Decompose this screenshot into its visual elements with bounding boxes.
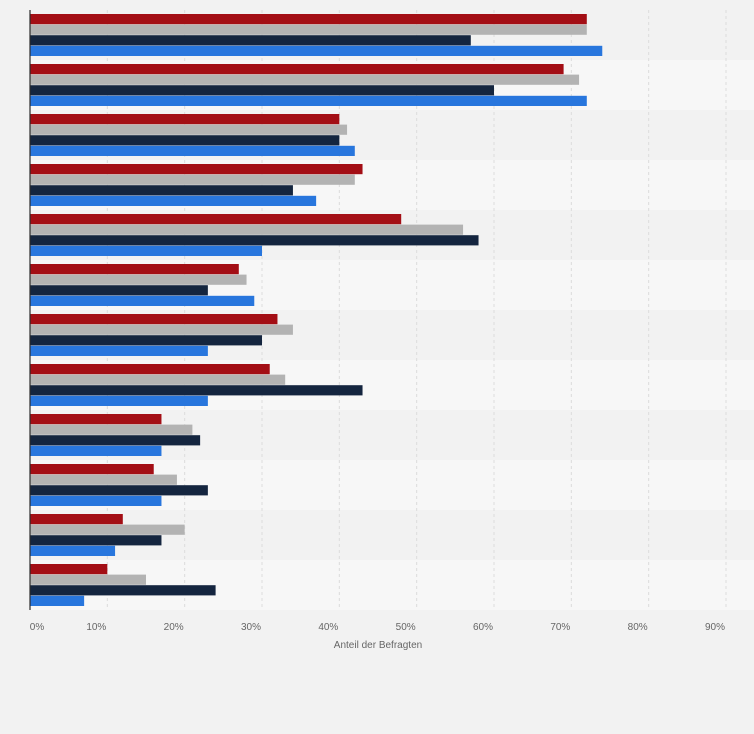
x-tick-label: 0% — [30, 622, 45, 633]
bar — [30, 24, 587, 35]
x-tick-label: 10% — [86, 622, 106, 633]
bar — [30, 435, 201, 446]
bar — [30, 335, 262, 346]
bar — [30, 585, 216, 596]
bar — [30, 295, 255, 306]
bar — [30, 224, 464, 235]
bar — [30, 35, 471, 46]
bar — [30, 174, 355, 185]
bar — [30, 135, 340, 146]
gridlines — [106, 10, 727, 610]
bar — [30, 145, 355, 156]
bar — [30, 545, 116, 556]
bar — [30, 95, 587, 106]
bar — [30, 464, 154, 475]
row-band — [30, 510, 754, 560]
bar — [30, 595, 85, 606]
bar — [30, 264, 239, 275]
bar — [30, 124, 348, 135]
bars — [30, 14, 603, 606]
bar — [30, 195, 317, 206]
x-tick-label: 70% — [550, 622, 570, 633]
row-bands — [30, 10, 754, 610]
x-tick-label: 90% — [705, 622, 725, 633]
x-tick-label: 50% — [396, 622, 416, 633]
x-tick-label: 30% — [241, 622, 261, 633]
bar — [30, 364, 270, 375]
bar — [30, 385, 363, 396]
x-tick-label: 20% — [164, 622, 184, 633]
x-tick-label: 60% — [473, 622, 493, 633]
x-tick-label: 40% — [318, 622, 338, 633]
bar — [30, 114, 340, 125]
bar — [30, 485, 208, 496]
bar — [30, 514, 123, 525]
bar — [30, 85, 494, 96]
bar — [30, 185, 293, 196]
bar — [30, 164, 363, 175]
bar — [30, 424, 193, 435]
bar — [30, 45, 603, 56]
bar — [30, 395, 208, 406]
bar — [30, 374, 286, 385]
bar — [30, 74, 580, 85]
row-band — [30, 560, 754, 610]
bar — [30, 345, 208, 356]
bar — [30, 445, 162, 456]
bar — [30, 274, 247, 285]
bar — [30, 245, 262, 256]
bar — [30, 235, 479, 246]
bar — [30, 324, 293, 335]
bar — [30, 14, 587, 25]
bar — [30, 474, 177, 485]
x-tick-label: 80% — [628, 622, 648, 633]
bar — [30, 285, 208, 296]
bar — [30, 524, 185, 535]
bar — [30, 314, 278, 325]
bar — [30, 495, 162, 506]
bar — [30, 564, 108, 575]
bar — [30, 414, 162, 425]
x-axis-label: Anteil der Befragten — [334, 640, 422, 651]
bar — [30, 574, 146, 585]
x-axis-ticks: 0% 10% 20% 30% 40% 50% 60% 70% 80% 90% — [30, 622, 725, 633]
bar — [30, 535, 162, 546]
bar — [30, 64, 564, 75]
bar — [30, 214, 402, 225]
